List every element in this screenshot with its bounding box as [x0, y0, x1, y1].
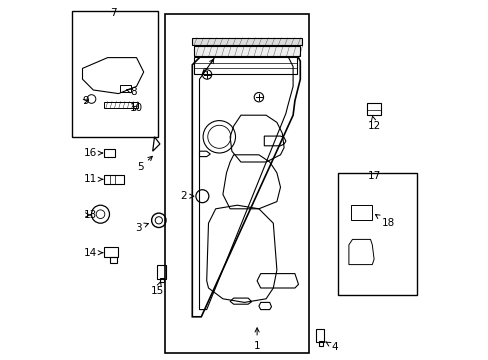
Bar [319, 341, 322, 346]
Bar [366, 103, 381, 115]
Bar [120, 85, 131, 92]
Text: 12: 12 [367, 116, 381, 131]
Text: 8: 8 [126, 87, 137, 97]
Bar [104, 247, 118, 257]
Text: 9: 9 [82, 96, 89, 106]
Text: 10: 10 [130, 103, 143, 113]
Text: 16: 16 [83, 148, 102, 158]
Polygon shape [194, 46, 300, 56]
Text: 15: 15 [150, 282, 163, 296]
Text: 14: 14 [83, 248, 102, 258]
Bar [337, 173, 416, 295]
Text: 6: 6 [201, 59, 213, 78]
Bar [109, 257, 117, 263]
Bar [104, 102, 138, 108]
Bar [72, 11, 158, 137]
Bar [350, 205, 371, 220]
Text: 11: 11 [83, 174, 102, 184]
Bar [316, 329, 324, 342]
Polygon shape [192, 38, 302, 45]
Text: 1: 1 [253, 328, 260, 351]
Text: 4: 4 [325, 342, 337, 352]
Text: 17: 17 [367, 171, 381, 181]
Text: 7: 7 [110, 8, 116, 18]
Bar [165, 14, 309, 353]
Text: 18: 18 [375, 215, 394, 228]
Text: 5: 5 [137, 156, 152, 172]
Bar [157, 265, 166, 279]
Text: 13: 13 [83, 210, 97, 220]
Bar [159, 278, 163, 282]
Text: 2: 2 [180, 191, 193, 201]
Text: 3: 3 [135, 222, 148, 233]
